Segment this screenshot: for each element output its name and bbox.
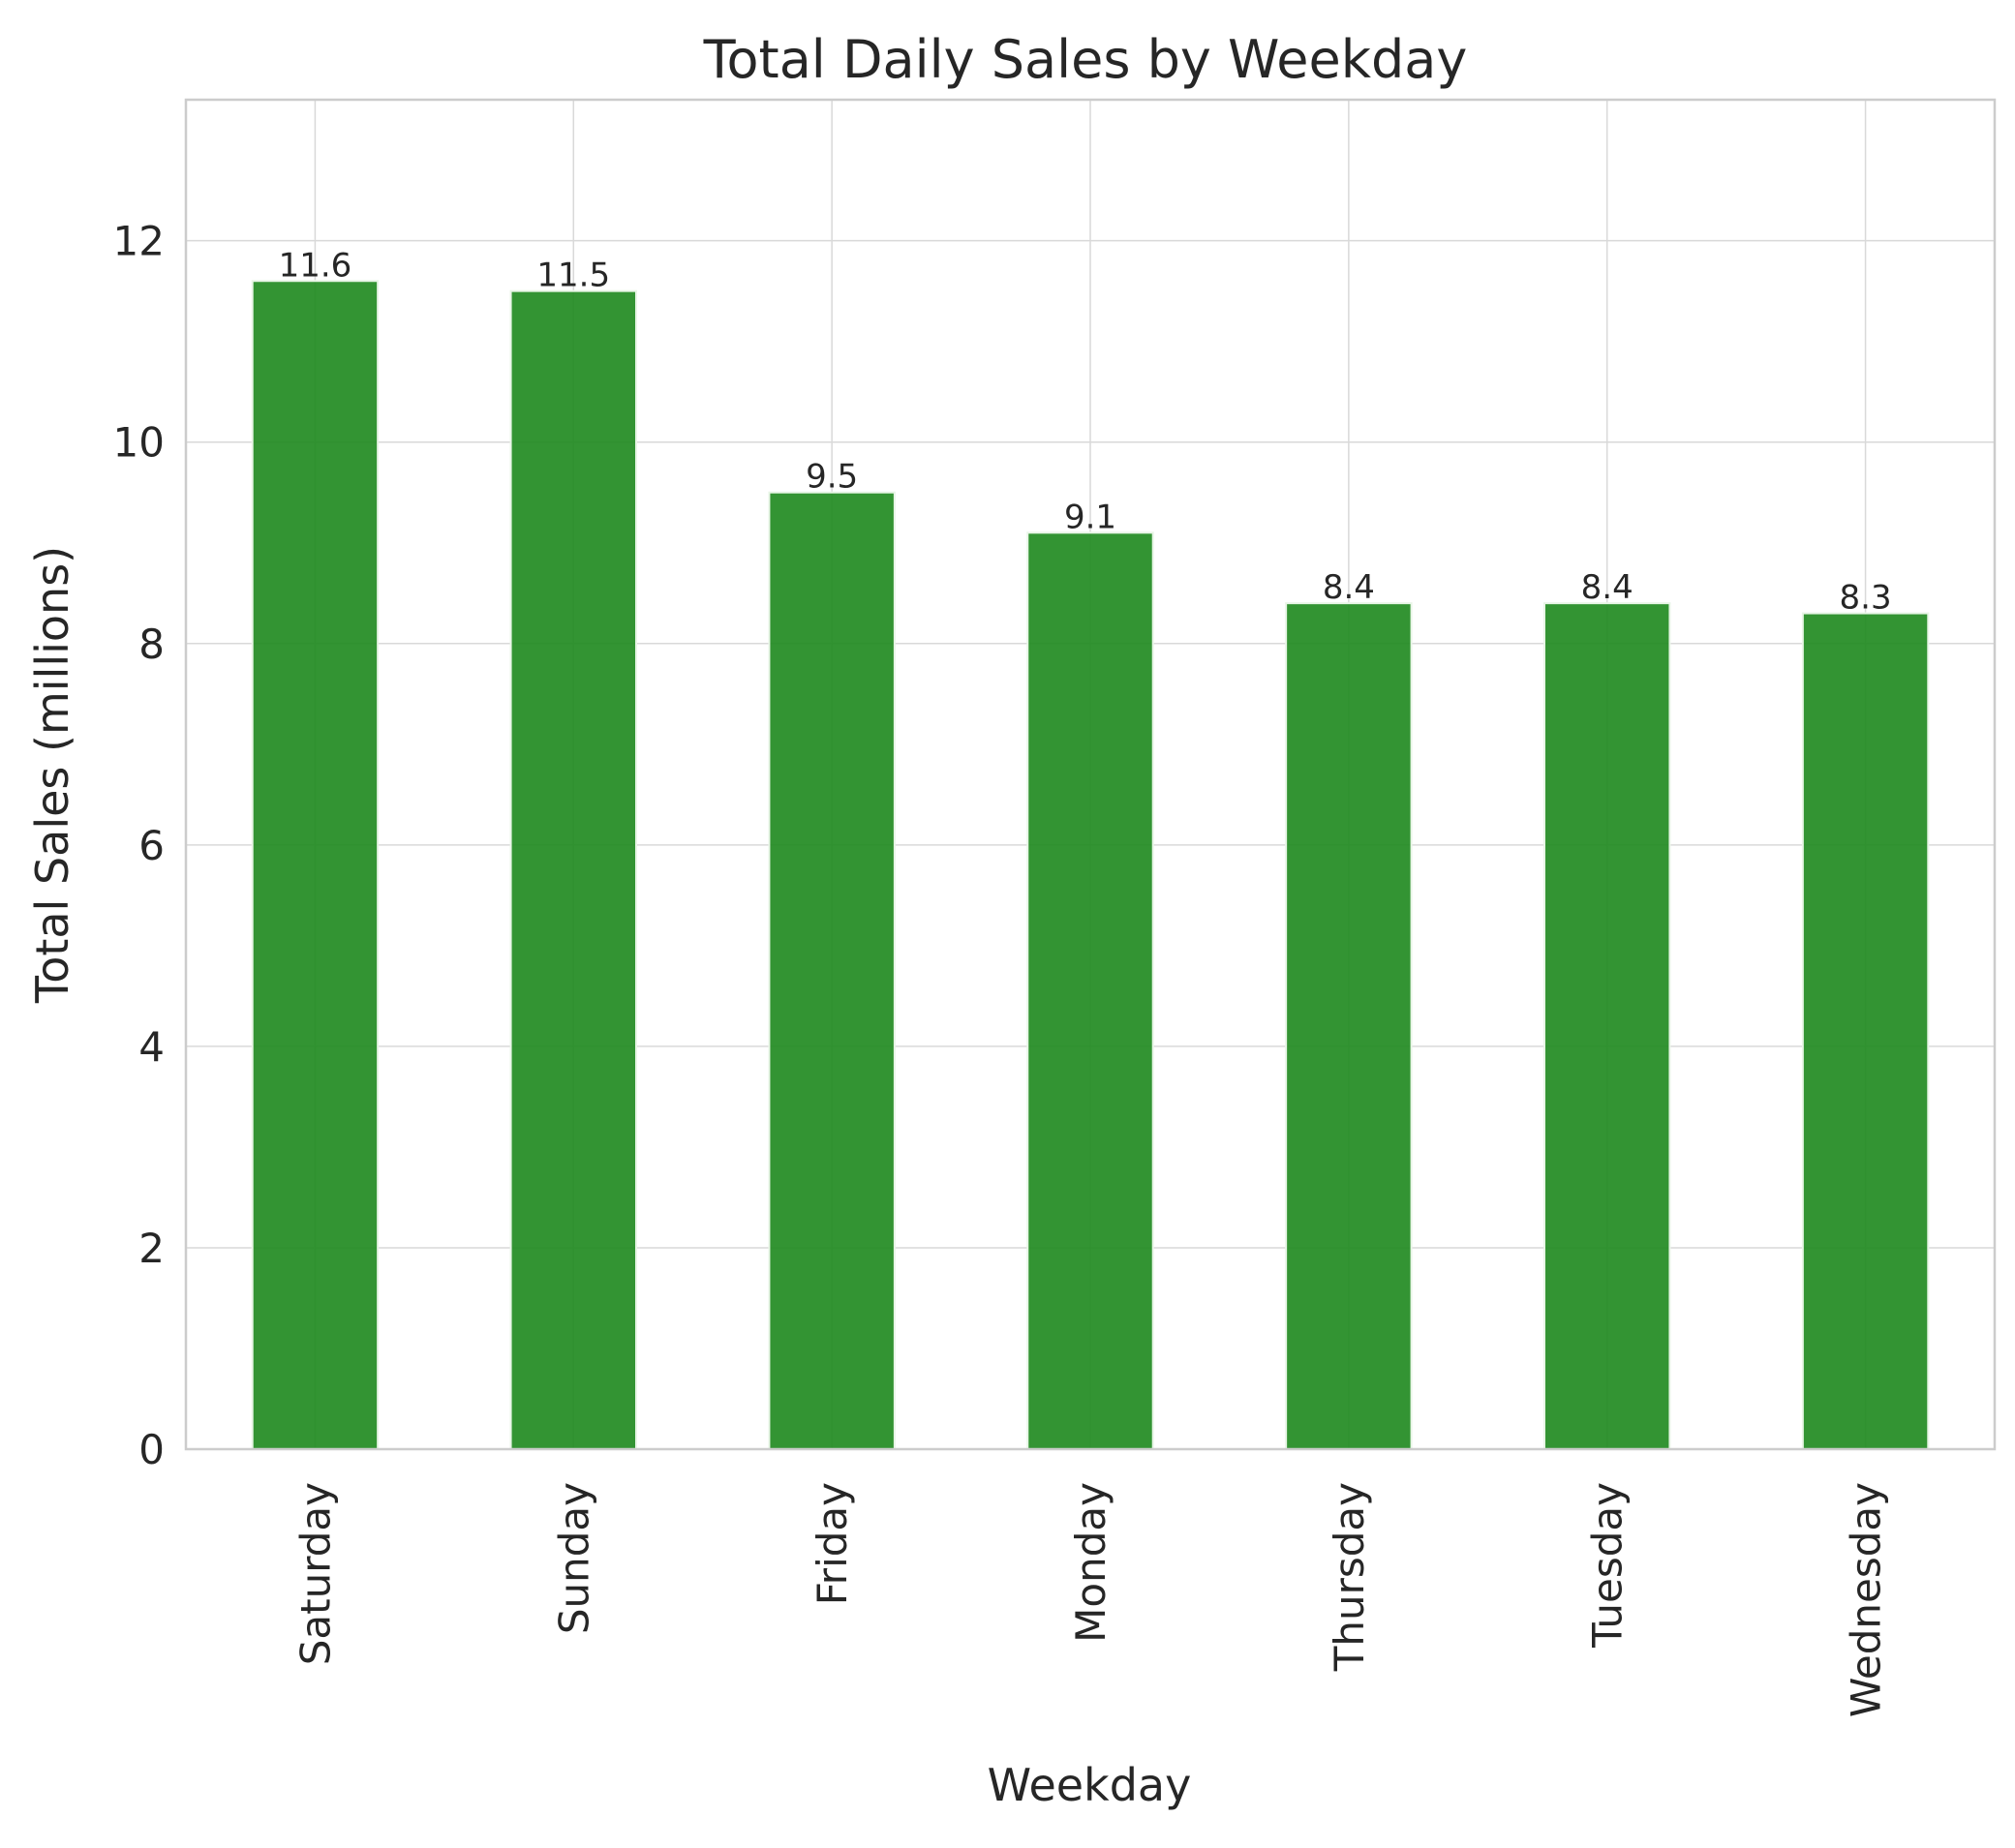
value-labels-layer: 11.6 11.5 9.5 9.1 8.4 8.4 8.3 (279, 246, 1892, 617)
y-tick-label: 0 (138, 1426, 165, 1473)
y-tick-label: 2 (138, 1225, 165, 1272)
value-label-sunday: 11.5 (536, 257, 610, 295)
x-tick-label-thursday: Thursday (1326, 1482, 1373, 1672)
bar-saturday (251, 280, 380, 1450)
y-tick-label: 4 (138, 1023, 165, 1071)
x-axis-label: Weekday (988, 1759, 1192, 1811)
y-tick-label: 8 (138, 621, 165, 668)
bar-sunday (509, 289, 637, 1450)
value-label-friday: 9.5 (806, 458, 858, 497)
value-label-monday: 9.1 (1064, 498, 1116, 536)
value-label-wednesday: 8.3 (1840, 579, 1892, 618)
x-tick-label-sunday: Sunday (550, 1482, 597, 1634)
bar-thursday (1285, 602, 1413, 1450)
x-tick-label-tuesday: Tuesday (1584, 1482, 1632, 1649)
chart-title: Total Daily Sales by Weekday (703, 29, 1468, 90)
bar-wednesday (1801, 612, 1930, 1450)
bar-friday (768, 491, 896, 1450)
y-tick-label: 12 (113, 218, 165, 265)
y-tick-label: 10 (113, 419, 165, 467)
plot-frame (184, 98, 1997, 1451)
bar-monday (1026, 531, 1154, 1450)
y-tick-label: 6 (138, 822, 165, 869)
x-tick-labels: Saturday Sunday Friday Monday Thursday Tuesda… (291, 1482, 1889, 1717)
x-tick-label-monday: Monday (1067, 1482, 1114, 1643)
bars-layer (251, 280, 1930, 1450)
bar-tuesday (1543, 602, 1671, 1450)
y-axis-label: Total Sales (millions) (26, 546, 78, 1004)
x-tick-label-saturday: Saturday (291, 1482, 339, 1665)
x-tick-label-wednesday: Wednesday (1843, 1482, 1890, 1717)
value-label-saturday: 11.6 (279, 246, 352, 285)
value-label-tuesday: 8.4 (1581, 568, 1633, 607)
y-tick-labels: 0 2 4 6 8 10 12 (113, 218, 165, 1473)
x-tick-label-friday: Friday (809, 1482, 856, 1605)
value-label-thursday: 8.4 (1323, 568, 1375, 607)
